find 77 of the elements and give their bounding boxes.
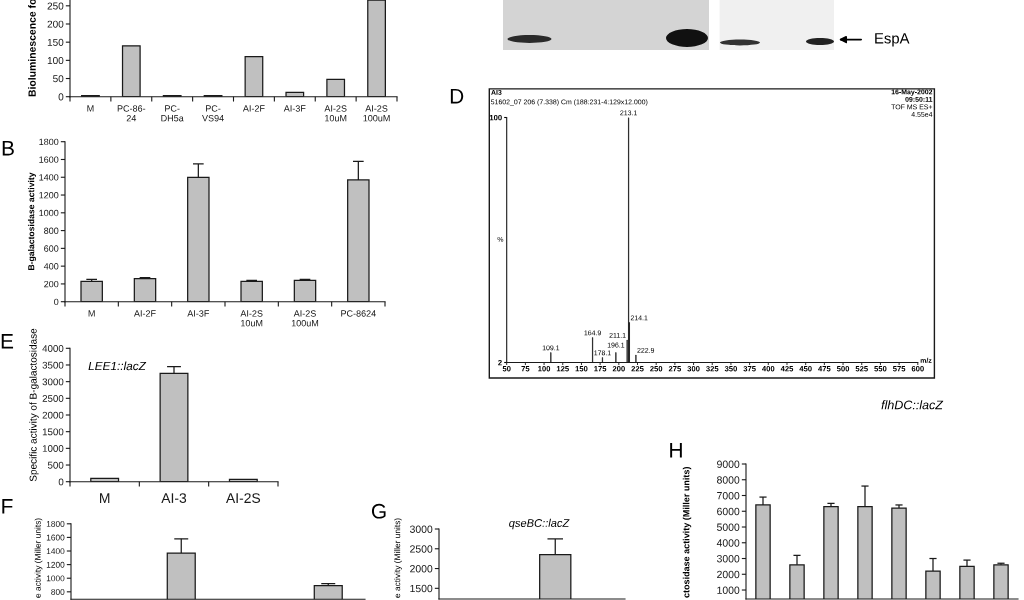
y-axis-title: e activity (Miller units) — [34, 518, 43, 598]
x-tick-label: AI-2S — [225, 493, 261, 504]
y-tick-label: 600 — [44, 245, 59, 252]
text: F — [2, 499, 13, 514]
y-tick-label: 150 — [47, 38, 64, 46]
annotation: LEE1::lacZ — [88, 361, 147, 371]
x-tick-label: AI-2S 10uM — [240, 310, 263, 327]
y-tick-label: 2500 — [410, 545, 433, 553]
y-tick-label: 1000 — [46, 575, 65, 582]
y-tick-label: 1500 — [42, 428, 64, 436]
x-tick-label: AI-3 — [161, 493, 187, 504]
y-tick-label: 4000 — [42, 345, 64, 352]
y-tick-label: 1000 — [39, 209, 59, 217]
y-tick-label: 7000 — [717, 492, 740, 500]
y-tick-label: 2500 — [42, 395, 64, 402]
chart-title: qseBC::lacZ — [509, 518, 570, 530]
y-tick-label: 1200 — [46, 561, 65, 568]
y-tick-label: 1400 — [39, 174, 59, 181]
y-tick-label: 4000 — [716, 539, 740, 547]
y-tick-label: 1000 — [717, 586, 740, 594]
y-tick-label: 8000 — [717, 476, 740, 484]
x-tick-label: PC- VS94 — [202, 105, 224, 122]
y-tick-label: 1000 — [42, 445, 64, 452]
y-axis-title: B-galactosidase activity — [27, 172, 37, 270]
y-tick-label: 800 — [51, 589, 65, 595]
y-tick-label: 1600 — [39, 156, 59, 163]
y-tick-label: 400 — [43, 263, 59, 270]
x-tick-label: AI-2F — [133, 310, 156, 317]
x-tick-label: AI-3F — [187, 310, 210, 317]
text: EspA — [875, 33, 910, 47]
y-tick-label: 0 — [58, 93, 64, 101]
x-tick-label: PC- DH5a — [161, 105, 184, 122]
y-axis-title: ctosidase activity (Miller units) — [682, 467, 692, 598]
y-tick-label: 800 — [44, 227, 59, 234]
y-tick-label: 1800 — [46, 521, 65, 527]
y-tick-label: 500 — [47, 461, 64, 469]
x-tick-label: PC-8624 — [341, 310, 376, 317]
x-tick-label: AI-2S 100uM — [291, 310, 319, 327]
y-tick-label: 3000 — [409, 525, 433, 533]
y-tick-label: 200 — [44, 280, 59, 288]
y-axis-title: Specific activity of B-galactosidase — [29, 328, 39, 482]
text: D — [450, 89, 464, 104]
text: B — [2, 141, 14, 156]
y-tick-label: 3500 — [42, 361, 64, 369]
y-tick-label: 0 — [58, 478, 64, 486]
x-tick-label: AI-2F — [242, 105, 265, 112]
y-tick-label: 3000 — [716, 555, 740, 563]
text: E — [1, 334, 14, 349]
text: H — [670, 443, 682, 458]
x-tick-label: AI-2S 100uM — [363, 105, 390, 122]
y-tick-label: 1800 — [39, 138, 59, 146]
x-tick-label: M — [100, 493, 110, 503]
y-tick-label: 250 — [47, 2, 64, 10]
y-tick-label: 50 — [53, 75, 64, 83]
y-tick-label: 1400 — [46, 548, 65, 555]
y-tick-label: 2000 — [717, 570, 740, 579]
x-tick-label: M — [87, 105, 94, 112]
y-tick-label: 1600 — [46, 534, 65, 541]
y-tick-label: 9000 — [717, 460, 740, 468]
x-tick-label: AI-3F — [283, 105, 306, 112]
y-tick-label: 2000 — [410, 565, 433, 573]
x-tick-label: PC-86- 24 — [117, 105, 146, 122]
y-tick-label: 6000 — [717, 507, 740, 516]
y-tick-label: 3000 — [42, 378, 64, 386]
y-axis-title: e activity (Miller units) — [394, 518, 402, 598]
y-tick-label: 5000 — [717, 523, 740, 531]
y-tick-label: 100 — [47, 56, 64, 65]
y-tick-label: 0 — [54, 298, 59, 306]
x-tick-label: M — [88, 310, 95, 317]
y-tick-label: 1200 — [39, 192, 59, 199]
y-tick-label: 1500 — [410, 584, 433, 593]
chart-title: flhDC::lacZ — [881, 400, 944, 410]
y-tick-label: 2000 — [42, 411, 64, 419]
y-axis-title: Bioluminescence fo — [28, 0, 36, 97]
text: G — [371, 503, 386, 519]
y-tick-label: 200 — [47, 20, 64, 28]
x-tick-label: AI-2S 10uM — [324, 105, 347, 122]
